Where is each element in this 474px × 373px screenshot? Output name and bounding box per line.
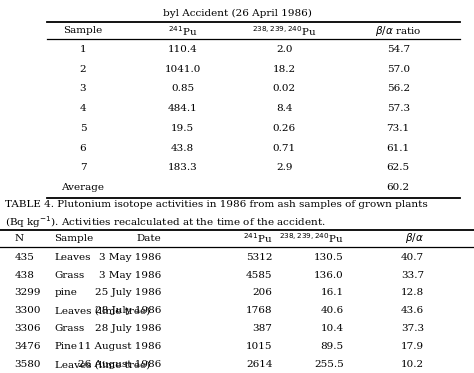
Text: 2.0: 2.0: [276, 45, 292, 54]
Text: 56.2: 56.2: [387, 84, 410, 93]
Text: 3306: 3306: [14, 324, 41, 333]
Text: 16.1: 16.1: [320, 288, 344, 298]
Text: pine: pine: [55, 288, 77, 298]
Text: 0.71: 0.71: [273, 144, 296, 153]
Text: 6: 6: [80, 144, 86, 153]
Text: 206: 206: [253, 288, 273, 298]
Text: Leaves (lime tree): Leaves (lime tree): [55, 360, 150, 369]
Text: N: N: [14, 234, 23, 243]
Text: Sample: Sample: [55, 234, 94, 243]
Text: (Bq kg$^{-1}$). Activities recalculated at the time of the accident.: (Bq kg$^{-1}$). Activities recalculated …: [5, 215, 325, 231]
Text: 11 August 1986: 11 August 1986: [78, 342, 161, 351]
Text: $^{241}$Pu: $^{241}$Pu: [243, 232, 273, 245]
Text: 438: 438: [14, 270, 34, 280]
Text: $\beta/\alpha$ ratio: $\beta/\alpha$ ratio: [375, 24, 421, 38]
Text: 43.8: 43.8: [171, 144, 194, 153]
Text: Average: Average: [62, 183, 104, 192]
Text: 4: 4: [80, 104, 86, 113]
Text: 17.9: 17.9: [401, 342, 424, 351]
Text: 8.4: 8.4: [276, 104, 292, 113]
Text: $^{241}$Pu: $^{241}$Pu: [168, 24, 197, 38]
Text: 3580: 3580: [14, 360, 41, 369]
Text: 37.3: 37.3: [401, 324, 424, 333]
Text: 10.2: 10.2: [401, 360, 424, 369]
Text: 110.4: 110.4: [168, 45, 197, 54]
Text: $^{238,239,240}$Pu: $^{238,239,240}$Pu: [252, 24, 317, 38]
Text: 183.3: 183.3: [168, 163, 197, 172]
Text: 0.26: 0.26: [273, 124, 296, 133]
Text: 26 August 1986: 26 August 1986: [78, 360, 161, 369]
Text: 3299: 3299: [14, 288, 41, 298]
Text: 25 July 1986: 25 July 1986: [95, 288, 161, 298]
Text: Leaves (lime tree): Leaves (lime tree): [55, 306, 150, 316]
Text: 43.6: 43.6: [401, 306, 424, 316]
Text: Pine: Pine: [55, 342, 78, 351]
Text: 0.85: 0.85: [171, 84, 194, 93]
Text: 10.4: 10.4: [320, 324, 344, 333]
Text: 73.1: 73.1: [387, 124, 410, 133]
Text: 4585: 4585: [246, 270, 273, 280]
Text: $\beta/\alpha$: $\beta/\alpha$: [405, 231, 424, 245]
Text: 2: 2: [80, 65, 86, 73]
Text: 60.2: 60.2: [387, 183, 410, 192]
Text: 40.6: 40.6: [320, 306, 344, 316]
Text: 28 July 1986: 28 July 1986: [95, 324, 161, 333]
Text: Grass: Grass: [55, 270, 85, 280]
Text: 19.5: 19.5: [171, 124, 194, 133]
Text: 57.3: 57.3: [387, 104, 410, 113]
Text: 57.0: 57.0: [387, 65, 410, 73]
Text: Leaves: Leaves: [55, 253, 91, 262]
Text: 1041.0: 1041.0: [164, 65, 201, 73]
Text: 136.0: 136.0: [314, 270, 344, 280]
Text: 1768: 1768: [246, 306, 273, 316]
Text: TABLE 4. Plutonium isotope activities in 1986 from ash samples of grown plants: TABLE 4. Plutonium isotope activities in…: [5, 201, 428, 210]
Text: 61.1: 61.1: [387, 144, 410, 153]
Text: 435: 435: [14, 253, 34, 262]
Text: byl Accident (26 April 1986): byl Accident (26 April 1986): [163, 9, 311, 18]
Text: $^{238,239,240}$Pu: $^{238,239,240}$Pu: [279, 232, 344, 245]
Text: 130.5: 130.5: [314, 253, 344, 262]
Text: 3: 3: [80, 84, 86, 93]
Text: Sample: Sample: [64, 26, 102, 35]
Text: 62.5: 62.5: [387, 163, 410, 172]
Text: Date: Date: [137, 234, 161, 243]
Text: 3476: 3476: [14, 342, 41, 351]
Text: 2614: 2614: [246, 360, 273, 369]
Text: 2.9: 2.9: [276, 163, 292, 172]
Text: 18.2: 18.2: [273, 65, 296, 73]
Text: 7: 7: [80, 163, 86, 172]
Text: 1015: 1015: [246, 342, 273, 351]
Text: 54.7: 54.7: [387, 45, 410, 54]
Text: 89.5: 89.5: [320, 342, 344, 351]
Text: 0.02: 0.02: [273, 84, 296, 93]
Text: 5312: 5312: [246, 253, 273, 262]
Text: 255.5: 255.5: [314, 360, 344, 369]
Text: 1: 1: [80, 45, 86, 54]
Text: 5: 5: [80, 124, 86, 133]
Text: 3300: 3300: [14, 306, 41, 316]
Text: Grass: Grass: [55, 324, 85, 333]
Text: 387: 387: [253, 324, 273, 333]
Text: 484.1: 484.1: [168, 104, 197, 113]
Text: 33.7: 33.7: [401, 270, 424, 280]
Text: 40.7: 40.7: [401, 253, 424, 262]
Text: 3 May 1986: 3 May 1986: [99, 253, 161, 262]
Text: 28 July 1986: 28 July 1986: [95, 306, 161, 316]
Text: 12.8: 12.8: [401, 288, 424, 298]
Text: 3 May 1986: 3 May 1986: [99, 270, 161, 280]
